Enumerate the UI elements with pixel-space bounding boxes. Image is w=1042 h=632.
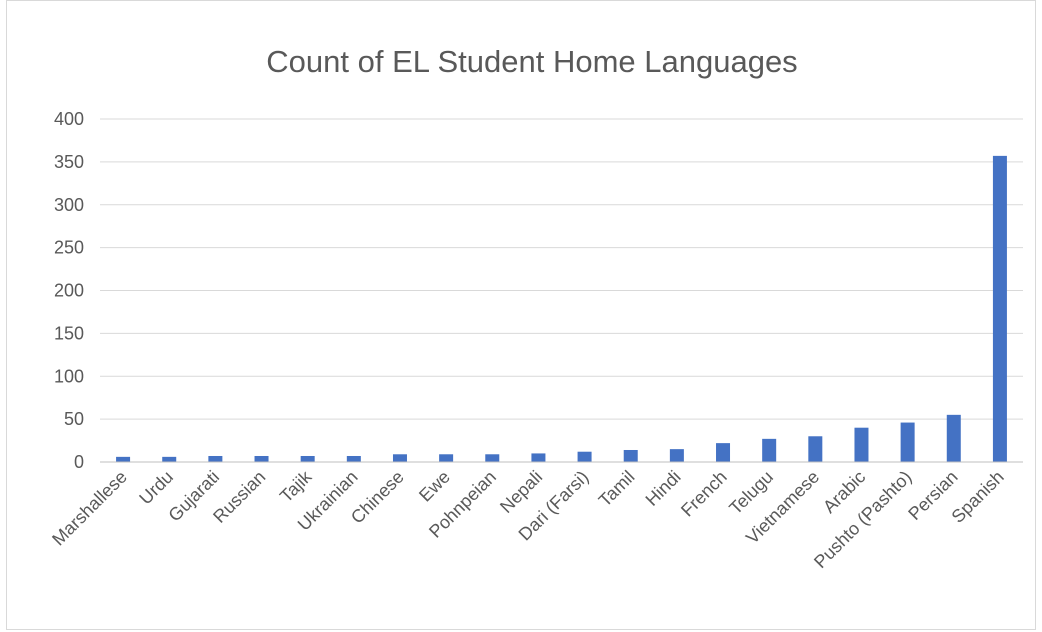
bar-tamil [623, 449, 638, 462]
x-tick-label: Spanish [948, 467, 1008, 527]
bar-marshallese [116, 456, 131, 462]
bars [116, 155, 1007, 462]
bar-chart: Count of EL Student Home Languages 0 50 10… [48, 44, 1023, 572]
x-tick-label: Ewe [415, 467, 454, 506]
y-tick-label: 200 [54, 281, 84, 301]
bar-pohnpeian [485, 454, 500, 462]
y-tick-label: 350 [54, 152, 84, 172]
y-tick-label: 100 [54, 366, 84, 386]
x-tick-label: French [677, 467, 731, 521]
bar-russian [254, 455, 269, 462]
bar-vietnamese [808, 436, 823, 462]
bar-chinese [392, 454, 407, 462]
bar-hindi [669, 449, 684, 462]
chart-title: Count of EL Student Home Languages [266, 44, 797, 79]
y-tick-label: 300 [54, 195, 84, 215]
y-axis: 0 50 100 150 200 250 300 350 400 [54, 109, 84, 472]
y-tick-label: 0 [74, 452, 84, 472]
bar-telugu [762, 438, 777, 462]
bar-arabic [854, 427, 869, 462]
y-tick-label: 150 [54, 323, 84, 343]
bar-tajik [300, 455, 315, 462]
bar-nepali [531, 453, 546, 462]
x-tick-label: Urdu [135, 467, 177, 509]
chart-area: Count of EL Student Home Languages 0 50 10… [6, 0, 1036, 630]
bar-dari-farsi [577, 451, 592, 462]
bar-spanish [992, 155, 1007, 462]
bar-urdu [162, 456, 177, 462]
gridlines [100, 118, 1023, 420]
y-tick-label: 250 [54, 238, 84, 258]
x-tick-label: Tamil [595, 467, 639, 511]
bar-persian [946, 414, 961, 462]
bar-ewe [439, 454, 454, 462]
x-tick-label: Russian [209, 467, 269, 527]
x-tick-label: Hindi [642, 467, 685, 510]
x-tick-label: Tajik [276, 466, 316, 506]
bar-ukrainian [346, 455, 361, 462]
y-tick-label: 400 [54, 109, 84, 129]
bar-gujarati [208, 455, 223, 462]
bar-pushto-pashto [900, 422, 915, 462]
bar-french [716, 443, 731, 462]
x-tick-label: Marshallese [48, 467, 131, 550]
y-tick-label: 50 [64, 409, 84, 429]
